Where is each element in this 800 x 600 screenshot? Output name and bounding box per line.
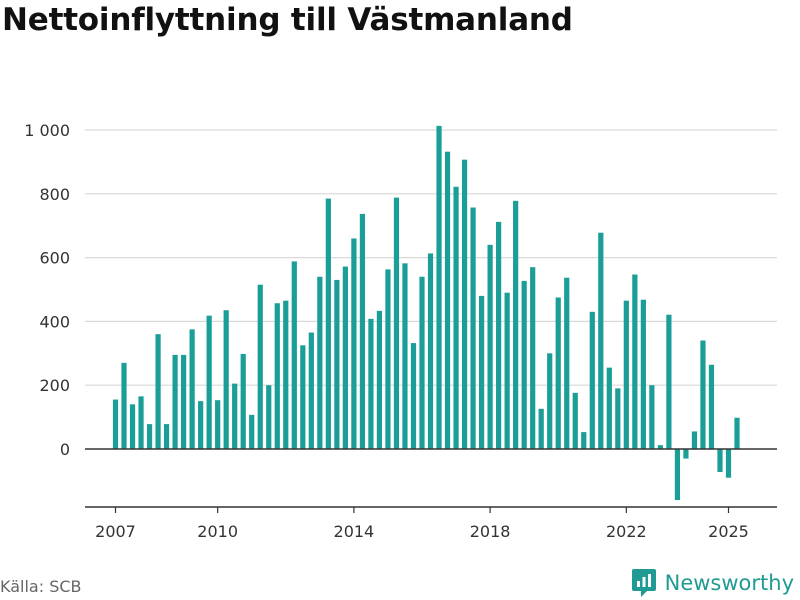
bar	[572, 392, 578, 449]
bar	[504, 292, 510, 449]
bar	[393, 197, 400, 449]
bar	[444, 151, 451, 449]
x-tick-label: 2025	[708, 522, 749, 541]
bar	[198, 401, 204, 449]
bar	[725, 449, 732, 478]
bar	[487, 244, 493, 449]
bar	[657, 445, 663, 449]
y-tick-label: 0	[60, 440, 70, 459]
bar	[138, 396, 144, 449]
bar	[461, 159, 468, 450]
bar	[632, 274, 638, 449]
bar	[291, 261, 297, 449]
y-tick-label: 200	[39, 376, 70, 395]
bar	[606, 367, 612, 449]
y-tick-label: 800	[39, 185, 70, 204]
bar	[479, 295, 485, 449]
bar	[402, 263, 408, 449]
bar	[146, 424, 153, 449]
chart-title: Nettoinflyttning till Västmanland	[2, 2, 573, 38]
bar	[555, 297, 561, 450]
bar	[598, 232, 604, 449]
x-tick-label: 2007	[95, 522, 136, 541]
bar	[649, 385, 655, 449]
bar	[513, 200, 519, 449]
bar	[410, 343, 417, 449]
bar	[325, 198, 331, 449]
bar	[521, 280, 527, 449]
x-tick-label: 2014	[334, 522, 375, 541]
bar	[385, 269, 391, 449]
bar	[308, 332, 314, 449]
bar	[708, 364, 715, 449]
bar	[368, 318, 374, 449]
bar	[683, 449, 689, 459]
bar	[547, 353, 553, 449]
bar	[240, 353, 246, 449]
bar	[172, 354, 178, 449]
bars	[112, 125, 740, 501]
bar	[223, 310, 229, 450]
bar	[734, 417, 740, 449]
y-tick-label: 400	[39, 312, 70, 331]
x-tick-label: 2018	[470, 522, 511, 541]
bar	[206, 315, 212, 449]
y-tick-label: 600	[39, 249, 70, 268]
bar	[564, 277, 570, 449]
bar	[427, 253, 434, 449]
bar	[232, 383, 238, 449]
bar	[129, 404, 136, 449]
bar	[589, 311, 595, 449]
bar	[317, 276, 323, 449]
bar	[376, 310, 383, 449]
bar	[436, 125, 442, 449]
bar	[538, 408, 544, 449]
bar	[257, 284, 263, 449]
bar	[470, 207, 476, 449]
bar	[155, 334, 161, 449]
y-axis-ticks: 0 200 400 600 800 1 000	[24, 121, 70, 459]
bar	[300, 345, 306, 449]
bar	[274, 303, 280, 449]
bar	[249, 414, 255, 449]
bar	[334, 279, 340, 449]
bar	[121, 362, 127, 449]
bar	[691, 431, 698, 449]
bar	[283, 300, 289, 449]
bar	[666, 314, 672, 449]
bar	[640, 299, 646, 449]
bar	[351, 238, 357, 449]
bar	[266, 385, 272, 449]
bar	[359, 213, 365, 449]
x-axis: 2007 2010 2014 2018 2022 2025	[85, 506, 777, 541]
newsworthy-logo-icon	[631, 569, 656, 597]
x-tick-label: 2010	[197, 522, 238, 541]
bar	[674, 449, 681, 501]
brand-name: Newsworthy	[664, 571, 794, 595]
y-tick-label: 1 000	[24, 121, 70, 140]
brand-logo: Newsworthy	[631, 568, 794, 598]
bar	[496, 221, 502, 449]
bar	[453, 186, 459, 449]
bar	[623, 300, 629, 449]
source-note: Källa: SCB	[0, 577, 82, 596]
bar	[163, 424, 170, 449]
bar	[181, 354, 187, 449]
bar	[215, 400, 221, 449]
bar	[530, 267, 536, 449]
bar	[581, 432, 587, 449]
x-tick-label: 2022	[606, 522, 647, 541]
bar	[615, 388, 621, 449]
bar	[717, 449, 723, 472]
bar	[700, 340, 706, 449]
bar	[112, 399, 119, 450]
bar	[189, 329, 195, 450]
bar	[342, 266, 348, 449]
bar	[419, 276, 425, 449]
